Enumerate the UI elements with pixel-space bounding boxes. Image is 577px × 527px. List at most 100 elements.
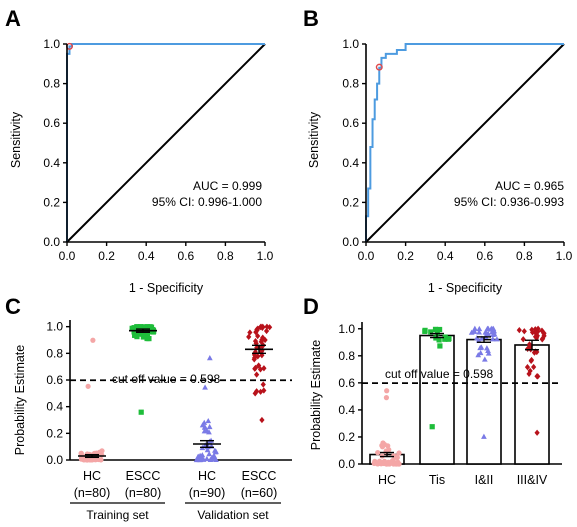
data-point-d-2-18 — [471, 328, 478, 334]
data-point-c-3-26 — [262, 336, 268, 344]
data-point-d-0-39 — [380, 440, 386, 446]
data-point-d-2-3 — [476, 325, 483, 332]
data-point-c-3-41 — [258, 388, 264, 395]
x-tick-label-a-5: 1.0 — [257, 249, 274, 263]
data-point-d-2-20 — [478, 335, 485, 341]
data-point-d-3-14 — [521, 328, 527, 335]
data-point-c-3-12 — [256, 362, 262, 369]
data-point-d-2-27 — [485, 330, 492, 337]
data-point-d-0-0 — [383, 395, 390, 401]
y-tick-label-a-3: 0.6 — [43, 116, 60, 130]
data-point-c-2-2 — [206, 451, 213, 457]
data-point-c-3-32 — [263, 327, 270, 335]
x-tick-label-b-1: 0.2 — [397, 249, 414, 263]
data-point-d-0-41 — [390, 461, 397, 467]
x-tick-label-b-2: 0.4 — [437, 249, 454, 263]
scatter-chart-c: 0.0 0.2 0.4 0.6 0.8 1.0 cut off value = 0.598… — [13, 320, 292, 522]
x-tick-label-a-1: 0.2 — [98, 249, 115, 263]
data-point-c-3-17 — [261, 365, 267, 372]
data-point-c-2-23 — [212, 447, 218, 453]
data-point-d-3-12 — [534, 332, 540, 339]
category-n-label-c-0: (n=80) — [74, 486, 110, 500]
bar-d-1 — [419, 334, 455, 465]
y-tick-label-b-3: 0.6 — [342, 116, 359, 130]
roc-chart-b: 0.0 0.2 0.4 0.6 0.8 1.0 0.0 0.2 0.4 0.6 0.8 1.0 Sen… — [307, 37, 573, 295]
cutoff-label-c: cut off value = 0.598 — [112, 372, 221, 386]
data-point-d-2-26 — [491, 331, 498, 337]
data-point-c-3-29 — [258, 338, 264, 345]
data-point-d-0-32 — [383, 449, 389, 455]
reference-line-a — [66, 43, 266, 243]
bar-chart-d: 0.0 0.2 0.4 0.6 0.8 1.0 cut off value = 0.598… — [309, 322, 562, 487]
y-tick-label-c-1: 0.2 — [46, 426, 63, 440]
data-point-c-2-0 — [202, 384, 208, 390]
panel-letter-d: D — [303, 294, 319, 319]
data-point-d-3-22 — [534, 348, 540, 356]
data-point-c-3-40 — [257, 323, 264, 331]
data-point-c-0-27 — [78, 456, 85, 462]
data-point-c-2-14 — [204, 447, 211, 453]
x-axis-label-b: 1 - Specificity — [428, 281, 503, 295]
y-tick-label-d-5: 1.0 — [338, 322, 355, 336]
data-point-d-2-25 — [478, 344, 485, 350]
category-label-d-0: HC — [378, 473, 396, 487]
category-n-label-c-1: (n=80) — [125, 486, 161, 500]
data-point-d-2-4 — [476, 329, 482, 335]
y-tick-label-a-2: 0.4 — [43, 156, 60, 170]
data-point-d-3-16 — [531, 349, 538, 356]
data-point-c-2-42 — [197, 452, 203, 459]
ci-annotation-b: 95% CI: 0.936-0.993 — [454, 195, 564, 209]
data-point-c-1-14 — [139, 331, 146, 337]
data-point-d-2-29 — [484, 345, 490, 351]
data-point-d-1-8 — [442, 334, 448, 340]
data-point-d-3-34 — [526, 370, 532, 378]
y-axis-label-d: Probability Estimate — [309, 340, 323, 451]
data-point-d-3-33 — [534, 373, 540, 380]
data-point-c-1-38 — [134, 334, 140, 340]
x-tick-label-a-2: 0.4 — [138, 249, 155, 263]
auc-annotation-a: AUC = 0.999 — [193, 179, 262, 193]
category-label-d-3: III&IV — [517, 473, 548, 487]
data-point-c-3-34 — [264, 323, 270, 330]
category-label-d-1: Tis — [429, 473, 445, 487]
ci-annotation-a: 95% CI: 0.996-1.000 — [152, 195, 262, 209]
y-axis-label-b: Sensitivity — [307, 111, 321, 168]
panel-letter-b: B — [303, 6, 319, 31]
data-point-d-1-6 — [434, 330, 440, 336]
y-tick-label-c-4: 0.8 — [46, 346, 63, 360]
y-tick-label-c-0: 0.0 — [46, 453, 63, 467]
category-label-c-1: ESCC — [126, 469, 161, 483]
data-point-d-0-19 — [396, 450, 402, 456]
panel-letter-a: A — [5, 6, 21, 31]
data-point-d-2-10 — [485, 347, 491, 353]
data-point-c-1-26 — [146, 335, 152, 342]
y-tick-label-b-4: 0.8 — [342, 77, 359, 91]
data-point-c-2-44 — [201, 428, 208, 434]
data-point-d-2-31 — [491, 328, 498, 334]
data-point-d-1-13 — [445, 336, 452, 342]
data-point-d-3-28 — [528, 356, 535, 364]
data-point-d-2-32 — [494, 336, 500, 342]
data-point-c-2-38 — [199, 422, 206, 428]
category-label-c-0: HC — [83, 469, 101, 483]
data-point-d-3-24 — [529, 329, 536, 336]
x-tick-label-b-3: 0.6 — [476, 249, 493, 263]
data-point-d-0-43 — [394, 454, 400, 461]
data-point-d-3-1 — [516, 326, 522, 334]
y-tick-label-c-3: 0.6 — [46, 373, 63, 387]
data-point-c-3-42 — [252, 365, 258, 372]
data-point-d-3-18 — [532, 326, 538, 333]
roc-chart-a: 0.0 0.2 0.4 0.6 0.8 1.0 0.0 0.2 0.4 0.6 0.8 1.0 Sen… — [9, 37, 274, 295]
data-point-c-1-0 — [138, 409, 144, 415]
data-point-c-2-37 — [204, 455, 210, 462]
data-point-c-3-22 — [255, 332, 261, 340]
data-point-c-3-37 — [252, 337, 259, 345]
category-label-d-2: I&II — [475, 473, 494, 487]
x-tick-label-a-3: 0.6 — [177, 249, 194, 263]
data-point-c-0-39 — [78, 450, 84, 456]
data-point-d-3-27 — [531, 363, 537, 371]
category-n-label-c-2: (n=90) — [189, 486, 225, 500]
data-point-c-1-22 — [131, 325, 137, 331]
data-point-c-1-34 — [131, 329, 137, 335]
